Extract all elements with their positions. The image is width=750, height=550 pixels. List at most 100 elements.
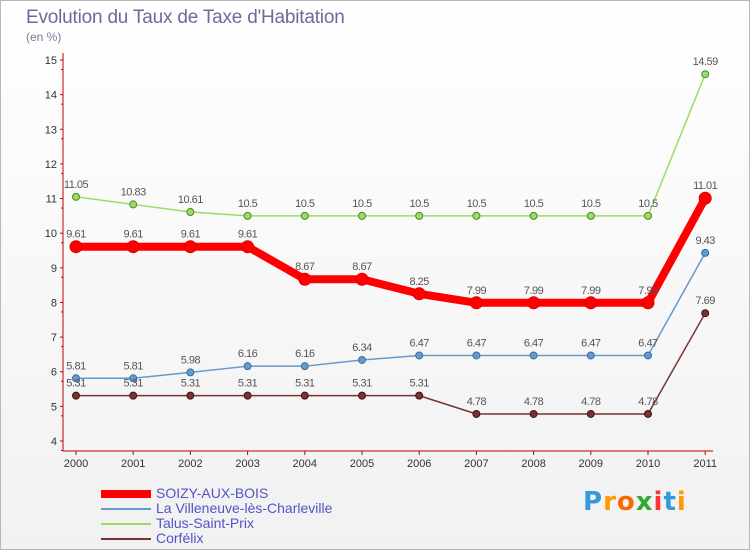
data-label: 5.31 <box>295 378 315 390</box>
y-tick-label: 14 <box>45 90 57 102</box>
data-point <box>186 391 195 400</box>
logo-letter: t <box>663 487 677 517</box>
data-label: 10.61 <box>178 194 203 206</box>
data-point <box>129 391 138 400</box>
legend-item: SOIZY-AUX-BOIS <box>101 485 401 501</box>
data-point <box>527 296 541 310</box>
data-label: 7.99 <box>467 285 487 297</box>
data-label: 8.25 <box>409 276 429 288</box>
data-label: 10.83 <box>121 186 146 198</box>
data-label: 6.16 <box>295 348 315 360</box>
data-point <box>243 362 252 371</box>
x-tick-label: 2007 <box>464 458 488 470</box>
legend-label: Corfélix <box>156 530 204 546</box>
chart-title: Evolution du Taux de Taxe d'Habitation <box>26 7 345 28</box>
series-line <box>76 312 706 415</box>
legend-swatch <box>101 508 151 510</box>
y-tick-label: 7 <box>51 332 57 344</box>
logo-letter: o <box>616 487 636 517</box>
data-label: 5.81 <box>66 360 86 372</box>
proxiti-logo: Proxiti <box>583 487 687 517</box>
data-point <box>586 351 595 360</box>
data-point <box>298 272 312 286</box>
data-label: 4.78 <box>524 396 544 408</box>
data-label: 9.61 <box>66 229 86 241</box>
y-tick-label: 15 <box>45 55 57 67</box>
data-point <box>72 192 80 201</box>
data-point <box>129 374 138 383</box>
data-point <box>72 391 80 400</box>
data-point <box>358 355 366 364</box>
data-label: 8.67 <box>295 261 315 273</box>
logo-letter: i <box>676 487 687 517</box>
data-label: 9.61 <box>181 229 201 241</box>
data-label: 6.16 <box>238 348 258 360</box>
data-point <box>644 351 652 360</box>
data-point <box>472 409 481 418</box>
data-label: 7.99 <box>524 285 544 297</box>
data-point <box>358 391 366 400</box>
data-label: 6.47 <box>467 337 487 349</box>
data-point <box>415 391 424 400</box>
data-label: 9.61 <box>238 229 258 241</box>
data-point <box>243 211 252 220</box>
x-tick-label: 2008 <box>521 458 545 470</box>
data-label: 10.5 <box>238 198 258 210</box>
data-point <box>641 296 655 310</box>
data-point <box>300 362 309 371</box>
logo-letter: r <box>603 487 617 517</box>
data-label: 10.5 <box>638 198 658 210</box>
x-tick-label: 2011 <box>693 458 717 470</box>
data-label: 10.5 <box>581 198 601 210</box>
legend-swatch <box>101 538 151 540</box>
y-tick-label: 5 <box>51 401 57 413</box>
data-label: 4.78 <box>581 396 601 408</box>
data-point <box>701 309 710 318</box>
y-tick-label: 6 <box>51 367 57 379</box>
data-point <box>698 191 712 205</box>
data-label: 4.78 <box>467 396 487 408</box>
data-point <box>415 351 424 360</box>
x-tick-label: 2010 <box>636 458 660 470</box>
y-tick-label: 9 <box>51 263 57 275</box>
data-point <box>300 391 309 400</box>
x-tick-label: 2003 <box>235 458 259 470</box>
data-point <box>241 240 255 254</box>
data-label: 5.31 <box>238 378 258 390</box>
data-point <box>186 208 195 217</box>
data-label: 6.47 <box>581 337 601 349</box>
data-point <box>69 240 83 254</box>
data-point <box>415 211 424 220</box>
y-tick-label: 8 <box>51 297 57 309</box>
data-label: 5.31 <box>66 378 86 390</box>
data-label: 9.61 <box>123 229 143 241</box>
data-point <box>472 211 481 220</box>
data-point <box>72 374 80 383</box>
legend-item: Talus-Saint-Prix <box>101 515 401 531</box>
data-point <box>701 70 710 79</box>
data-point <box>529 211 538 220</box>
legend-label: Talus-Saint-Prix <box>156 515 255 531</box>
y-tick-label: 10 <box>45 228 57 240</box>
data-label: 10.5 <box>409 198 429 210</box>
data-label: 6.34 <box>352 342 372 354</box>
data-point <box>129 200 138 209</box>
data-label: 14.59 <box>693 56 718 68</box>
data-point <box>644 211 652 220</box>
legend-item: Corfélix <box>101 530 401 546</box>
data-label: 6.47 <box>409 337 429 349</box>
data-point <box>469 296 483 310</box>
x-tick-label: 2006 <box>407 458 431 470</box>
x-tick-label: 2005 <box>350 458 374 470</box>
data-label: 7.69 <box>695 295 715 307</box>
data-point <box>300 211 309 220</box>
x-tick-label: 2009 <box>579 458 603 470</box>
data-point <box>186 368 195 377</box>
series-line <box>75 73 706 217</box>
data-point <box>529 351 538 360</box>
y-tick-label: 4 <box>51 436 57 448</box>
x-tick-label: 2002 <box>178 458 202 470</box>
series-line <box>76 252 706 380</box>
y-tick-label: 12 <box>45 159 57 171</box>
